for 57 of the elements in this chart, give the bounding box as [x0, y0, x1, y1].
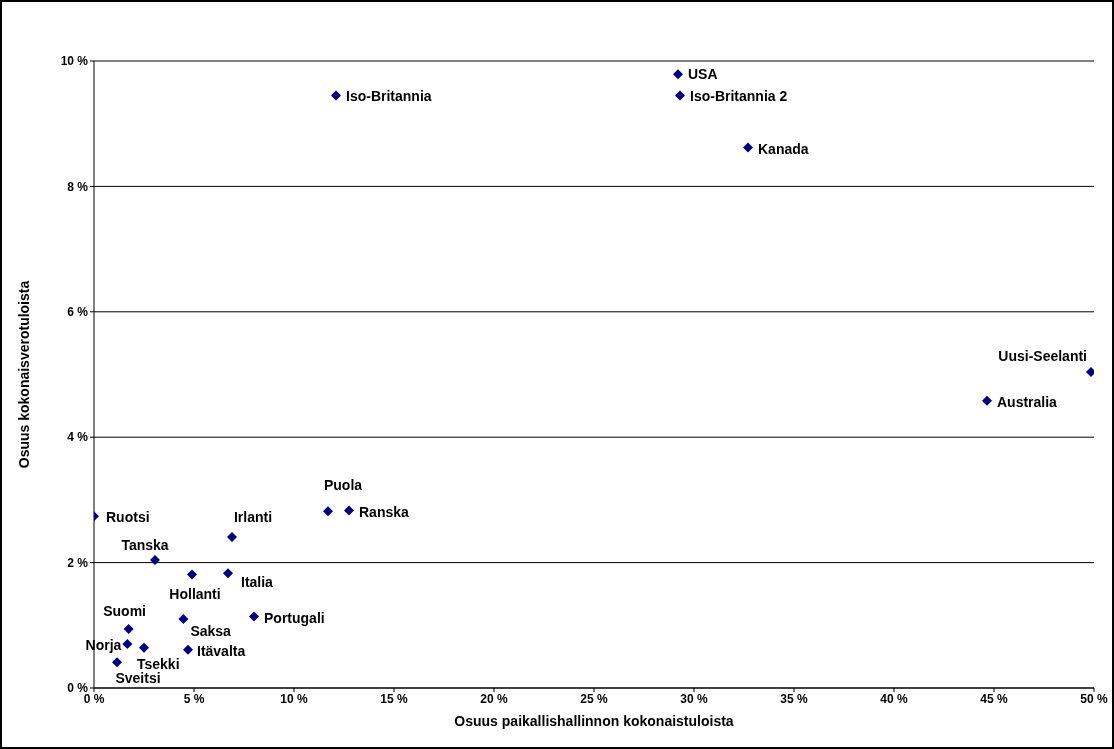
x-tick-label: 5 %	[183, 691, 205, 706]
point	[123, 624, 134, 635]
x-tick-label: 30 %	[680, 691, 708, 706]
point	[183, 644, 193, 655]
point	[139, 642, 149, 653]
y-tick-label: 2 %	[67, 555, 89, 570]
point	[150, 555, 160, 566]
x-tick-label: 10 %	[280, 691, 308, 706]
y-axis-title: Osuus kokonaisverotuloista	[15, 280, 32, 469]
annotation: Tanska	[121, 537, 169, 554]
annotation: Irlanti	[233, 508, 273, 525]
point	[982, 395, 992, 406]
y-tick-label: 6 %	[67, 305, 89, 320]
point	[227, 531, 237, 542]
y-tick-label: 8 %	[67, 179, 89, 194]
annotation: Itävalta	[197, 642, 246, 659]
x-tick-label: 20 %	[480, 691, 508, 706]
annotation: Uusi-Seelanti	[998, 347, 1087, 364]
x-tick-label: 35 %	[780, 691, 808, 706]
point	[323, 506, 333, 517]
annotation: Ruotsi	[106, 509, 150, 526]
annotation: Portugali	[264, 609, 325, 626]
x-axis-title: Osuus paikallishallinnon kokonaistuloista	[454, 713, 734, 729]
annotation: Iso-Britannia 2	[690, 88, 788, 105]
point	[187, 569, 197, 580]
annotation: Iso-Britannia	[346, 88, 432, 105]
x-tick-label: 40 %	[880, 691, 908, 706]
annotation: Suomi	[103, 603, 146, 620]
point	[1086, 366, 1094, 377]
point	[223, 568, 233, 579]
annotation: Tsekki	[137, 655, 180, 672]
annotation: Saksa	[190, 623, 232, 640]
annotation: Italia	[241, 574, 274, 591]
annotation: Ranska	[359, 503, 410, 520]
annotation: Puola	[323, 477, 363, 494]
point	[673, 69, 683, 80]
y-tick-label: 4 %	[67, 430, 89, 445]
point	[331, 90, 341, 101]
x-tick-label: 50 %	[1080, 691, 1108, 706]
point	[344, 505, 354, 516]
annotation: Hollanti	[169, 585, 221, 602]
point	[743, 142, 753, 153]
x-tick-label: 25 %	[580, 691, 608, 706]
point	[675, 90, 685, 101]
point	[178, 614, 189, 625]
point	[112, 657, 122, 668]
y-tick-label: 10 %	[60, 54, 89, 69]
annotation: Sveitsi	[115, 670, 161, 687]
annotation: Norja	[85, 637, 122, 654]
x-tick-label: 0 %	[83, 691, 105, 706]
annotation: Kanada	[758, 140, 809, 157]
x-tick-label: 15 %	[380, 691, 408, 706]
point	[122, 639, 133, 650]
point	[249, 611, 259, 622]
annotation: Australia	[997, 393, 1058, 410]
annotation: USA	[688, 66, 718, 83]
x-tick-label: 45 %	[980, 691, 1008, 706]
